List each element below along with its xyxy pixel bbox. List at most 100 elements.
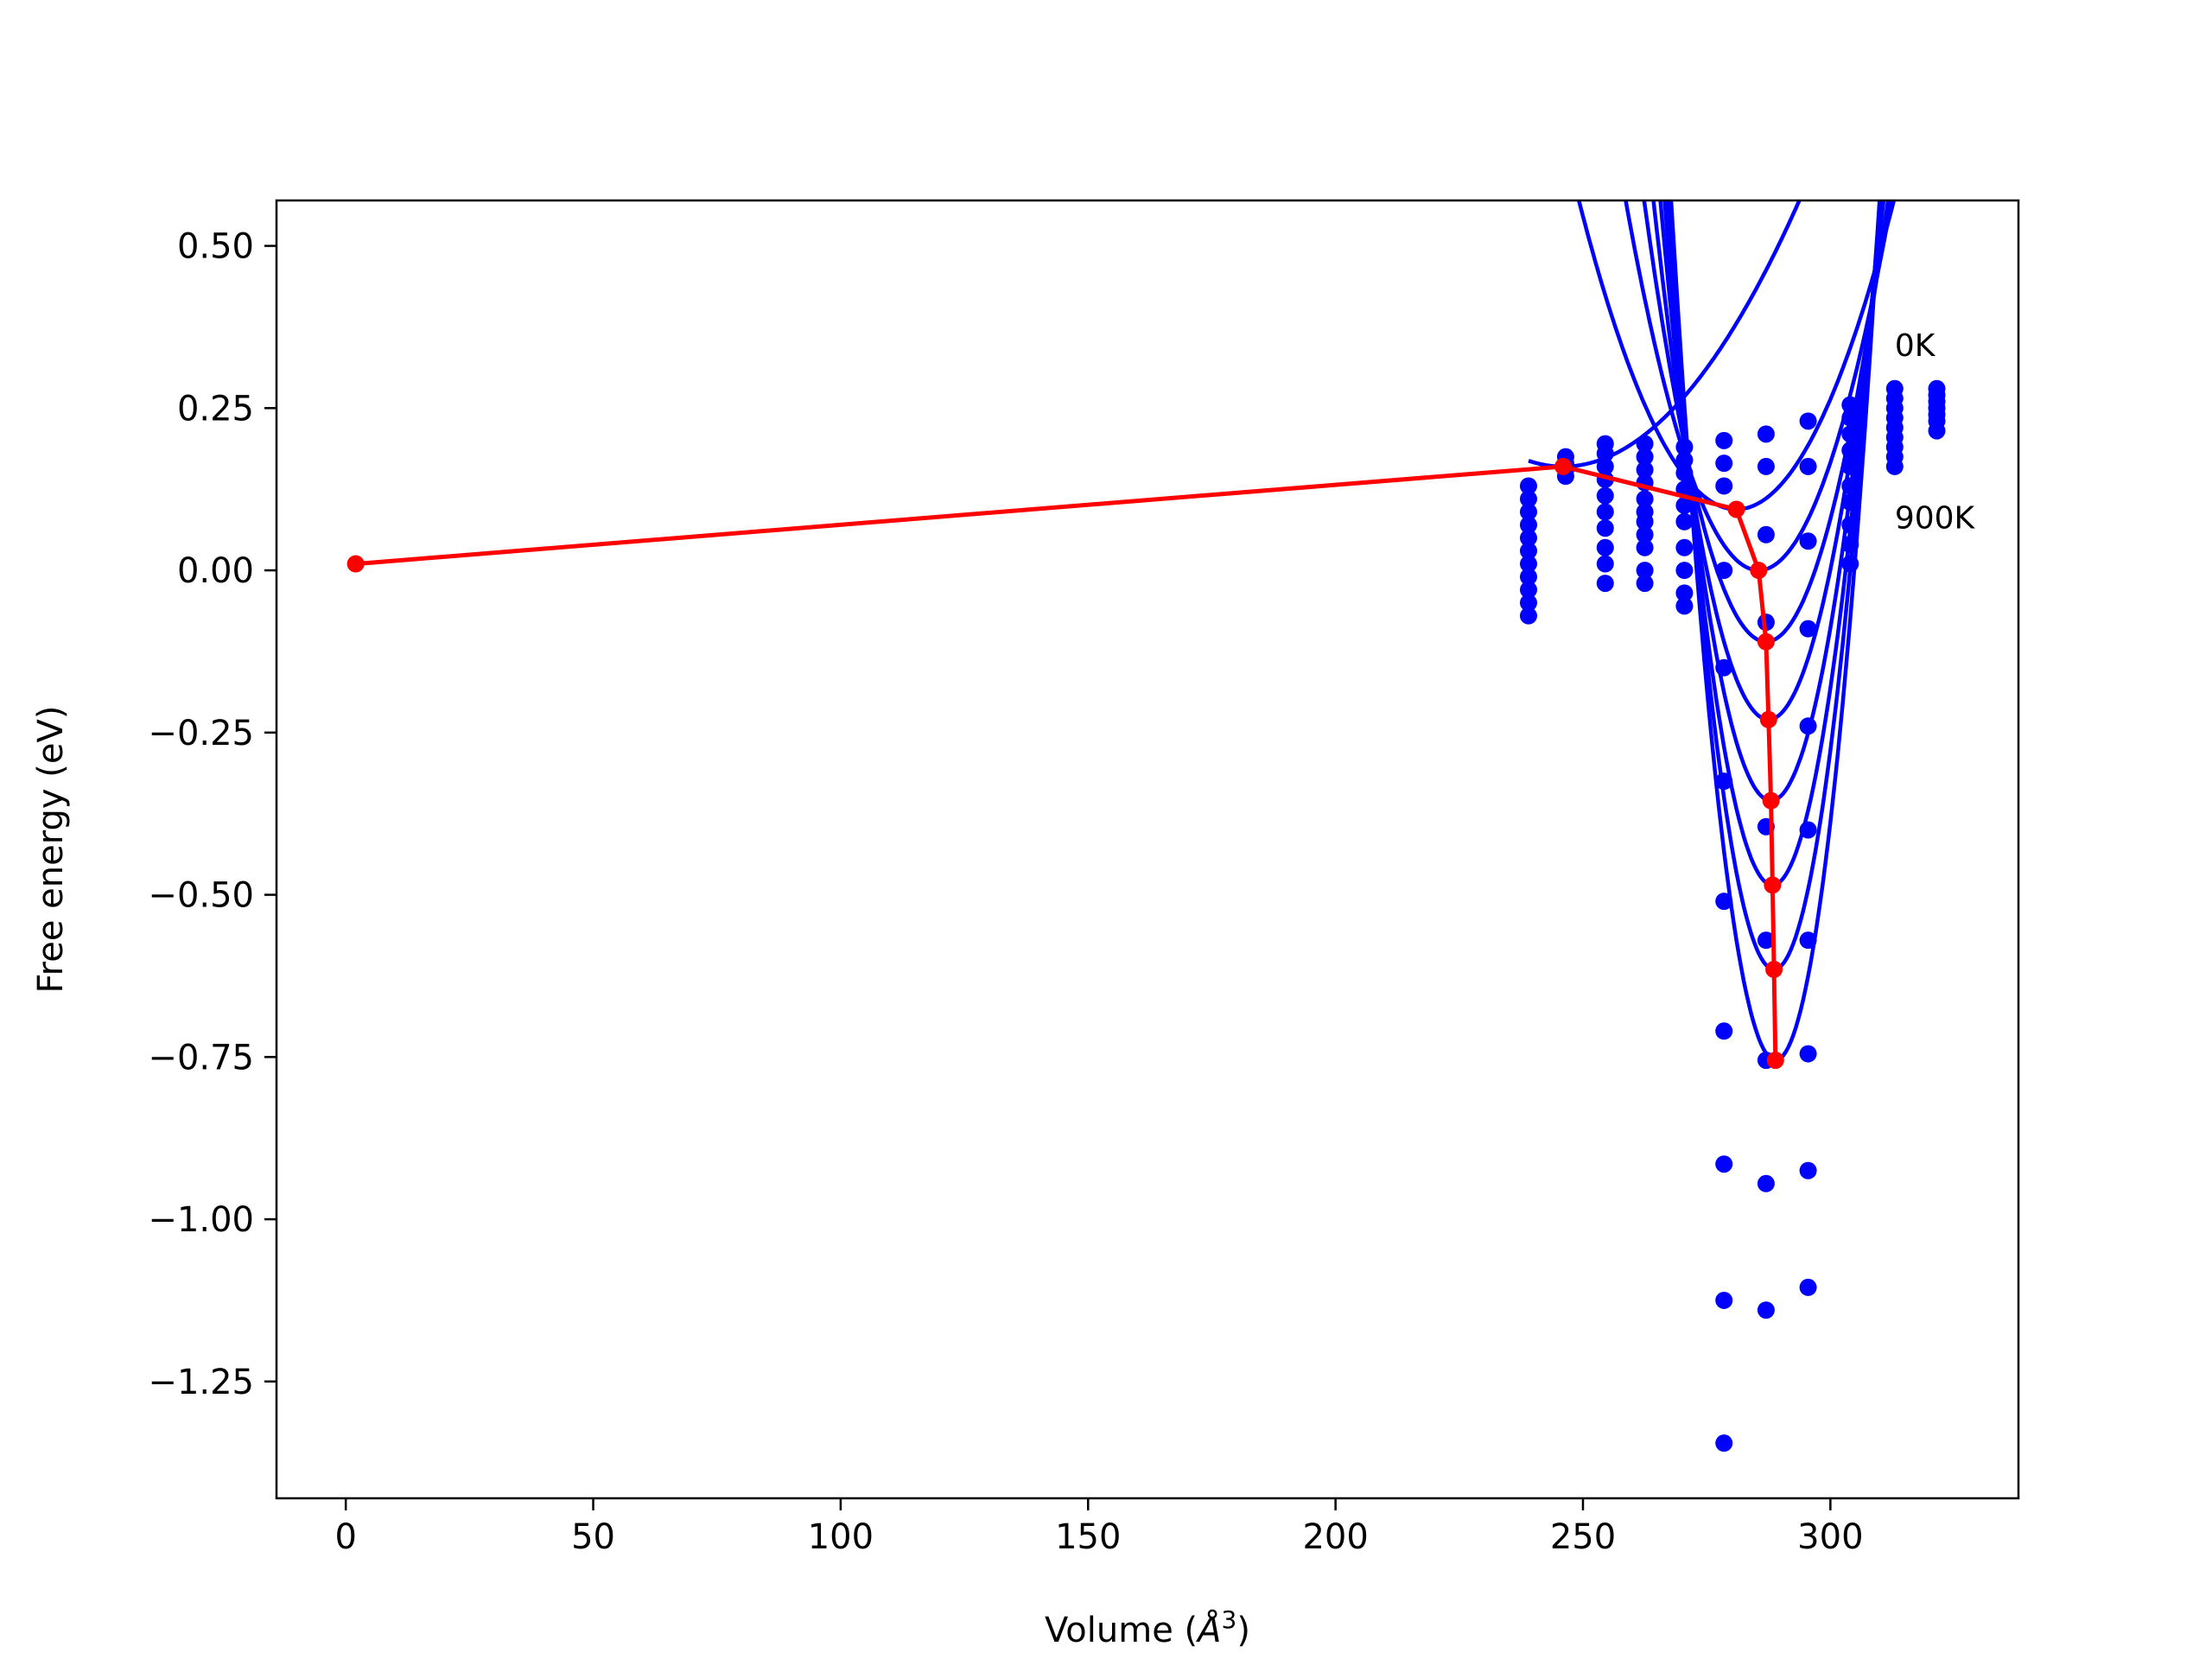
minimum-path-point (346, 555, 365, 573)
scatter-point (1841, 409, 1859, 427)
y-tick-label: 0.50 (177, 227, 254, 267)
y-tick-label: −0.25 (148, 714, 254, 753)
scatter-point (1636, 575, 1654, 593)
scatter-point (1715, 431, 1733, 449)
y-axis-label: Free energy (eV) (31, 706, 71, 994)
y-tick-label: −0.50 (148, 876, 254, 916)
minimum-path-point (1727, 500, 1745, 518)
scatter-point (1715, 1155, 1733, 1173)
scatter-point (1757, 931, 1775, 950)
scatter-point (1841, 442, 1859, 460)
scatter-point (1715, 562, 1733, 580)
y-tick-label: 0.25 (177, 389, 254, 429)
scatter-point (1636, 525, 1654, 543)
scatter-point (1841, 457, 1859, 475)
minimum-path-point (1554, 457, 1573, 475)
scatter-point (1757, 1301, 1775, 1319)
scatter-point (1520, 568, 1537, 586)
y-tick-label: −1.25 (148, 1363, 254, 1402)
scatter-point (1715, 1434, 1733, 1452)
scatter-point (1675, 451, 1694, 469)
scatter-point (1596, 457, 1614, 475)
y-tick-label: −1.00 (148, 1200, 254, 1240)
minimum-path-point (1764, 876, 1782, 894)
scatter-point (1799, 412, 1817, 430)
scatter-point (1799, 1278, 1817, 1296)
scatter-point (1675, 496, 1694, 514)
scatter-point (1675, 597, 1694, 615)
minimum-path-line (355, 464, 1778, 1061)
temperature-annotation: 0K (1895, 328, 1936, 364)
scatter-point (1715, 1291, 1733, 1309)
scatter-point (1520, 516, 1537, 534)
scatter-point (1841, 425, 1859, 443)
x-tick-label: 0 (334, 1517, 356, 1557)
scatter-point (1799, 1161, 1817, 1179)
scatter-point (1841, 516, 1859, 534)
scatter-point (1520, 490, 1537, 508)
y-tick-label: 0.00 (177, 551, 254, 591)
scatter-point (1799, 1045, 1817, 1063)
scatter-point (1928, 422, 1946, 440)
annotations: 0K 900K (1895, 328, 1976, 536)
minimum-energy-path (346, 457, 1784, 1070)
temperature-annotation: 900K (1895, 500, 1976, 536)
x-tick-label: 150 (1055, 1517, 1121, 1557)
scatter-point (1799, 717, 1817, 735)
scatter-point (1715, 893, 1733, 911)
scatter-point (1885, 457, 1904, 475)
scatter-point (1520, 594, 1537, 612)
scatter-point (1596, 486, 1614, 505)
scatter-point (1841, 477, 1859, 495)
scatter-point (1520, 542, 1537, 560)
scatter-point (1799, 457, 1817, 475)
scatter-point (1596, 538, 1614, 556)
scatter-point (1841, 555, 1859, 573)
scatter-point (1520, 477, 1537, 495)
minimum-path-point (1762, 791, 1780, 810)
scatter-point (1799, 620, 1817, 638)
scatter-point (1520, 607, 1537, 625)
scatter-point (1757, 457, 1775, 475)
scatter-point (1799, 931, 1817, 950)
y-axis: 0.50 0.25 0.00 −0.25 −0.50 −0.75 −1.00 −1.25 (148, 227, 276, 1402)
minimum-path-point (1759, 710, 1777, 728)
scatter-point (1757, 525, 1775, 543)
scatter-point (1520, 529, 1537, 547)
scatter-point (1596, 503, 1614, 521)
minimum-path-point (1765, 960, 1783, 978)
plot-frame (275, 199, 2020, 1500)
x-tick-label: 300 (1797, 1517, 1863, 1557)
scatter-point (1757, 1174, 1775, 1192)
x-axis-label-superscript: 3 (1222, 1605, 1237, 1634)
scatter-point (1520, 555, 1537, 573)
scatter-point (1636, 435, 1654, 453)
scatter-point (1636, 461, 1654, 479)
scatter-point (1757, 425, 1775, 443)
scatter-point (1715, 772, 1733, 791)
x-axis-label-symbol: Å (1195, 1609, 1221, 1650)
minimum-path-point (1766, 1052, 1784, 1070)
scatter-point (1675, 438, 1694, 456)
scatter-point (1675, 538, 1694, 556)
minimum-path-point (1757, 632, 1775, 651)
scatter-point (1799, 532, 1817, 550)
x-axis-label-close: ) (1236, 1611, 1250, 1650)
scatter-point (1715, 1022, 1733, 1040)
x-tick-label: 200 (1302, 1517, 1368, 1557)
x-axis-label-text: Volume ( (1045, 1611, 1198, 1650)
scatter-point (1841, 493, 1859, 512)
plot-background (276, 200, 2018, 1498)
scatter-point (1636, 562, 1654, 580)
scatter-point (1841, 536, 1859, 554)
scatter-point (1715, 658, 1733, 677)
scatter-point (1636, 448, 1654, 466)
scatter-point (1596, 519, 1614, 537)
scatter-point (1636, 512, 1654, 531)
y-tick-label: −0.75 (148, 1038, 254, 1077)
x-tick-label: 100 (808, 1517, 874, 1557)
x-axis-label: Volume (Å3) (1045, 1605, 1250, 1650)
scatter-point (1675, 512, 1694, 531)
fit-curve-8 (1669, 200, 1882, 1063)
